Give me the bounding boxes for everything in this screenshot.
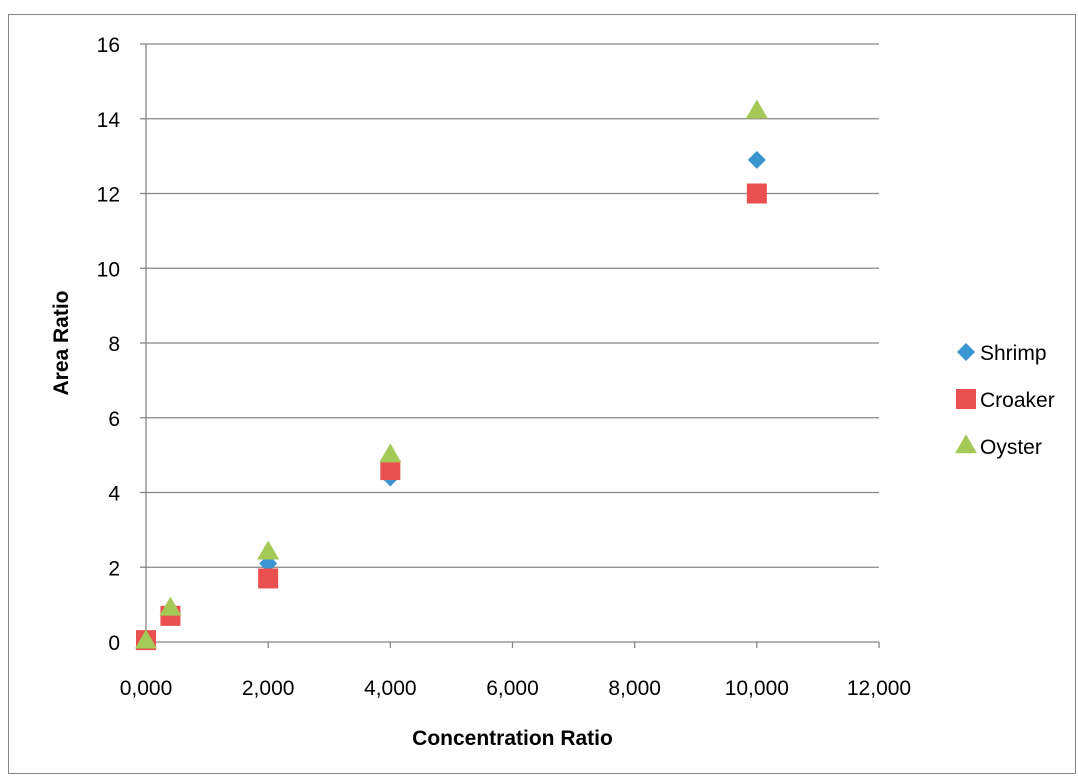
legend-marker-croaker: [956, 389, 976, 409]
legend-label-shrimp: Shrimp: [980, 342, 1047, 365]
shrimp-point: [747, 150, 766, 169]
oyster-point: [159, 596, 182, 616]
y-tick-labels: 0 2 4 6 8 10 12 14 16: [97, 34, 121, 655]
y-tick-label: 14: [97, 109, 121, 132]
y-tick-label: 4: [108, 483, 120, 506]
legend-marker-shrimp: [957, 343, 975, 361]
chart-frame: [8, 14, 1076, 774]
oyster-point: [379, 443, 402, 463]
y-tick-label: 2: [108, 557, 120, 580]
oyster-point: [257, 540, 280, 560]
oyster-point: [745, 99, 768, 119]
x-tick-label: 0,000: [120, 677, 173, 700]
legend-marker-oyster: [955, 434, 977, 454]
data-points: [135, 99, 768, 651]
croaker-point: [380, 460, 401, 481]
x-tick-label: 2,000: [242, 677, 295, 700]
axes: [140, 43, 880, 648]
oyster-point: [135, 629, 157, 649]
y-tick-label: 6: [108, 408, 120, 431]
legend-label-oyster: Oyster: [980, 436, 1042, 459]
x-tick-label: 10,000: [725, 677, 789, 700]
croaker-point: [258, 568, 279, 589]
legend: Shrimp Croaker Oyster: [955, 342, 1055, 459]
legend-label-croaker: Croaker: [980, 389, 1055, 412]
x-tick-label: 6,000: [486, 677, 539, 700]
x-tick-label: 4,000: [364, 677, 417, 700]
y-tick-label: 16: [97, 34, 120, 57]
y-tick-label: 10: [97, 258, 120, 281]
x-tick-label: 12,000: [847, 677, 911, 700]
y-tick-label: 12: [97, 184, 120, 207]
x-tick-labels: 0,000 2,000 4,000 6,000 8,000 10,000 12,000: [120, 677, 911, 700]
y-tick-label: 0: [108, 632, 120, 655]
y-axis-title: Area Ratio: [50, 290, 73, 395]
gridlines: [146, 43, 879, 568]
x-tick-label: 8,000: [608, 677, 661, 700]
y-tick-label: 8: [108, 333, 120, 356]
croaker-point: [746, 183, 767, 204]
x-axis-title: Concentration Ratio: [412, 727, 613, 750]
